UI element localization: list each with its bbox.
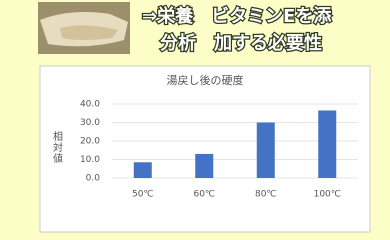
x-tick-label: 80℃ — [255, 190, 277, 200]
y-tick-label: 10.0 — [80, 155, 100, 165]
y-tick-label: 30.0 — [80, 118, 100, 128]
y-tick-label: 40.0 — [80, 100, 100, 110]
x-tick-label: 100℃ — [314, 190, 341, 200]
y-tick-label: 20.0 — [80, 137, 100, 147]
y-axis-label: 相対値 — [53, 130, 63, 165]
bar — [257, 123, 275, 179]
x-tick-label: 50℃ — [132, 190, 154, 200]
y-tick-label: 0.0 — [86, 174, 101, 184]
bar — [134, 162, 152, 178]
food-photo — [38, 2, 130, 54]
header-line: 分析 加する必要性 — [160, 32, 322, 54]
bar — [318, 110, 336, 178]
header-line: ⇒栄養 ビタミンEを添 — [142, 5, 332, 27]
bar — [195, 154, 213, 178]
page: {"header": {"lines": ["⇒栄養 ビタミンEを添", "分析… — [0, 0, 390, 240]
chart-title: 湯戻し後の硬度 — [167, 73, 244, 87]
x-tick-label: 60℃ — [193, 190, 215, 200]
slide: ⇒栄養 ビタミンEを添 分析 加する必要性 湯戻し後の硬度 相対値 0.0 10.… — [0, 0, 390, 240]
